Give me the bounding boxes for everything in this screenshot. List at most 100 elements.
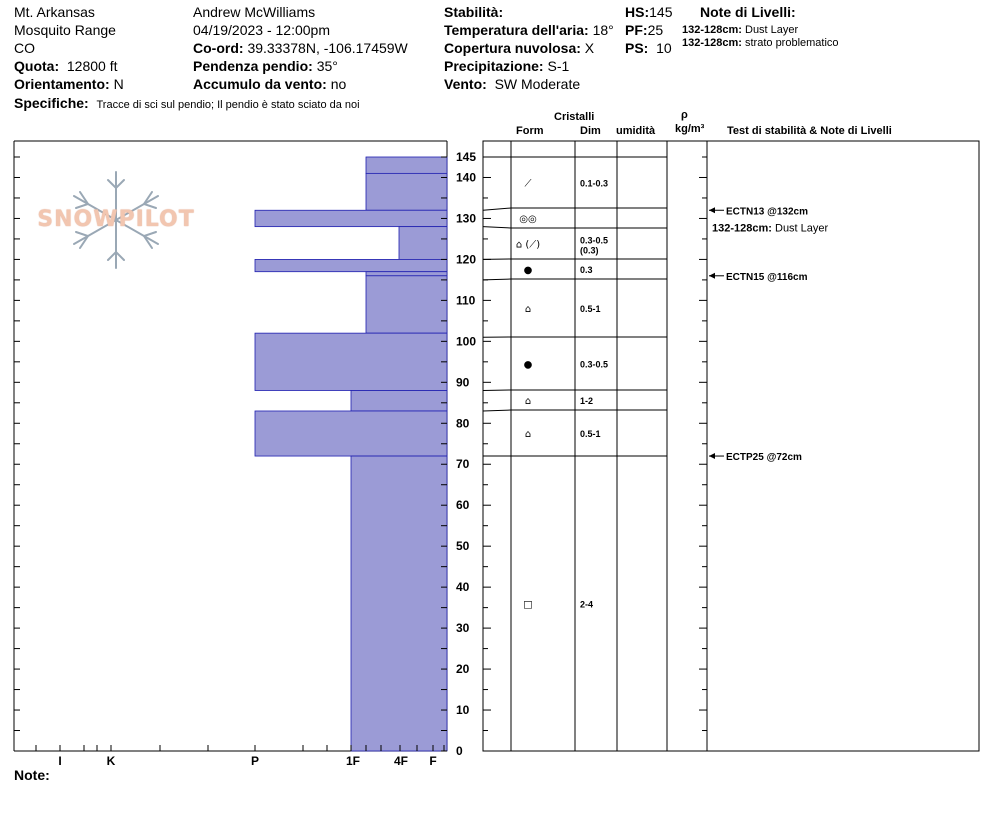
wind-load-row: Accumulo da vento: no bbox=[193, 76, 346, 92]
stability-test-label: ECTN15 @116cm bbox=[726, 272, 808, 283]
crystal-form-symbol: □ bbox=[523, 600, 532, 611]
ps-row: PS: 10 bbox=[625, 40, 672, 56]
hardness-bar bbox=[365, 275, 448, 334]
layer-note-1-range: 132-128cm: bbox=[682, 24, 742, 36]
stability-test-label: ECTP25 @72cm bbox=[726, 452, 802, 463]
elevation-row: Quota: 12800 ft bbox=[14, 58, 118, 74]
precip-label: Precipitazione: bbox=[444, 58, 544, 74]
density-unit-header: kg/m³ bbox=[675, 123, 705, 135]
depth-tick-label: 20 bbox=[456, 662, 470, 676]
slope-value: 35° bbox=[316, 58, 338, 74]
depth-tick-label: 10 bbox=[456, 703, 470, 717]
hardness-bar bbox=[254, 332, 448, 391]
wind-load-value: no bbox=[330, 76, 347, 92]
stability-test-label: ECTN13 @132cm bbox=[726, 206, 808, 217]
precip-value: S-1 bbox=[547, 58, 570, 74]
depth-tick-label: 50 bbox=[456, 539, 470, 553]
hs-value: 145 bbox=[649, 4, 673, 20]
ps-value: 10 bbox=[656, 40, 672, 56]
hardness-bar bbox=[350, 455, 448, 752]
pf-label: PF: bbox=[625, 22, 648, 38]
hardness-bar bbox=[365, 271, 448, 277]
hardness-bar bbox=[365, 156, 448, 174]
layer-notes-label: Note di Livelli: bbox=[700, 4, 796, 20]
hardness-bar bbox=[398, 226, 448, 260]
wind-label: Vento: bbox=[444, 76, 487, 92]
layer-note-1-text: Dust Layer bbox=[745, 24, 799, 36]
coord-row: Co-ord: 39.33378N, -106.17459W bbox=[193, 40, 408, 56]
crystal-form-symbol: ⌂ bbox=[525, 304, 531, 315]
crystal-dim-label: 0.5-1 bbox=[580, 304, 601, 314]
note-label: Note: bbox=[14, 767, 50, 783]
depth-tick-label: 30 bbox=[456, 621, 470, 635]
depth-tick-label: 110 bbox=[456, 293, 476, 307]
air-temp-value: 18° bbox=[592, 22, 614, 38]
hardness-tick-label: P bbox=[251, 754, 259, 768]
coord-label: Co-ord: bbox=[193, 40, 244, 56]
tests-notes-header: Test di stabilità & Note di Livelli bbox=[727, 125, 892, 137]
crystal-dim-label: 1-2 bbox=[580, 396, 593, 406]
air-temp-row: Temperatura dell'aria: 18° bbox=[444, 22, 614, 38]
hardness-tick-label: F bbox=[429, 754, 436, 768]
coord-value: 39.33378N, -106.17459W bbox=[247, 40, 408, 56]
state: CO bbox=[14, 40, 35, 56]
layer-connector bbox=[482, 409, 512, 412]
crystal-dim-label: 0.1-0.3 bbox=[580, 179, 608, 189]
rho-header: ρ bbox=[681, 109, 688, 121]
depth-tick-label: 145 bbox=[456, 150, 476, 164]
test-pointer-arrow bbox=[709, 272, 715, 279]
hardness-bar bbox=[254, 259, 448, 273]
ps-label: PS: bbox=[625, 40, 649, 56]
wind-row: Vento: SW Moderate bbox=[444, 76, 580, 92]
crystal-form-symbol: ● bbox=[524, 265, 533, 276]
layer-note-2: 132-128cm: strato problematico bbox=[682, 37, 839, 50]
hardness-tick-label: I bbox=[58, 754, 61, 768]
crystal-form-symbol: ⌂ (⟋) bbox=[516, 240, 540, 251]
crystal-form-symbol: ● bbox=[524, 360, 533, 371]
mountain-range: Mosquito Range bbox=[14, 22, 116, 38]
snowpilot-logo: SNOWPILOT bbox=[36, 170, 196, 270]
crystals-header: Cristalli bbox=[554, 111, 595, 123]
layer-connector bbox=[482, 389, 512, 392]
snowflake-icon bbox=[73, 171, 159, 269]
moisture-header: umidità bbox=[616, 125, 656, 137]
specifics-row: Specifiche: Tracce di sci sul pendio; Il… bbox=[14, 95, 360, 112]
wind-load-label: Accumulo da vento: bbox=[193, 76, 327, 92]
hardness-bar bbox=[365, 172, 448, 211]
dim-header: Dim bbox=[580, 125, 601, 137]
aspect-row: Orientamento: N bbox=[14, 76, 124, 92]
cloud-label: Copertura nuvolosa: bbox=[444, 40, 581, 56]
hs-row: HS:145 bbox=[625, 4, 672, 20]
hardness-tick-label: K bbox=[107, 754, 116, 768]
wind-value: SW Moderate bbox=[494, 76, 581, 92]
location: Mt. Arkansas bbox=[14, 4, 95, 20]
aspect-label: Orientamento: bbox=[14, 76, 110, 92]
depth-tick-label: 90 bbox=[456, 375, 470, 389]
layer-note-2-range: 132-128cm: bbox=[682, 37, 742, 49]
crystal-dim-label: 0.5-1 bbox=[580, 429, 601, 439]
depth-tick-label: 80 bbox=[456, 416, 470, 430]
crystal-dim-label: 2-4 bbox=[580, 600, 593, 610]
snowpilot-logo-text: SNOWPILOT bbox=[37, 207, 195, 232]
depth-tick-label: 140 bbox=[456, 170, 476, 184]
depth-tick-label: 40 bbox=[456, 580, 470, 594]
slope-row: Pendenza pendio: 35° bbox=[193, 58, 338, 74]
layer-connector bbox=[482, 226, 512, 229]
cloud-row: Copertura nuvolosa: X bbox=[444, 40, 594, 56]
hardness-tick-label: 1F bbox=[346, 754, 360, 768]
layer-connector bbox=[482, 207, 512, 211]
depth-tick-label: 0 bbox=[456, 744, 463, 758]
hardness-tick-label: 4F bbox=[394, 754, 408, 768]
elevation-label: Quota: bbox=[14, 58, 60, 74]
layer-note-1: 132-128cm: Dust Layer bbox=[682, 24, 798, 37]
crystal-dim-label: 0.3-0.5 bbox=[580, 236, 608, 246]
depth-tick-label: 100 bbox=[456, 334, 476, 348]
crystal-dim-secondary: (0.3) bbox=[580, 246, 599, 256]
test-pointer-arrow bbox=[709, 453, 715, 460]
pf-row: PF:25 bbox=[625, 22, 663, 38]
datetime: 04/19/2023 - 12:00pm bbox=[193, 22, 330, 38]
layer-note-2-text: strato problematico bbox=[745, 37, 839, 49]
layer-note-text: Dust Layer bbox=[772, 223, 829, 235]
crystal-form-symbol: ⌂ bbox=[525, 396, 531, 407]
